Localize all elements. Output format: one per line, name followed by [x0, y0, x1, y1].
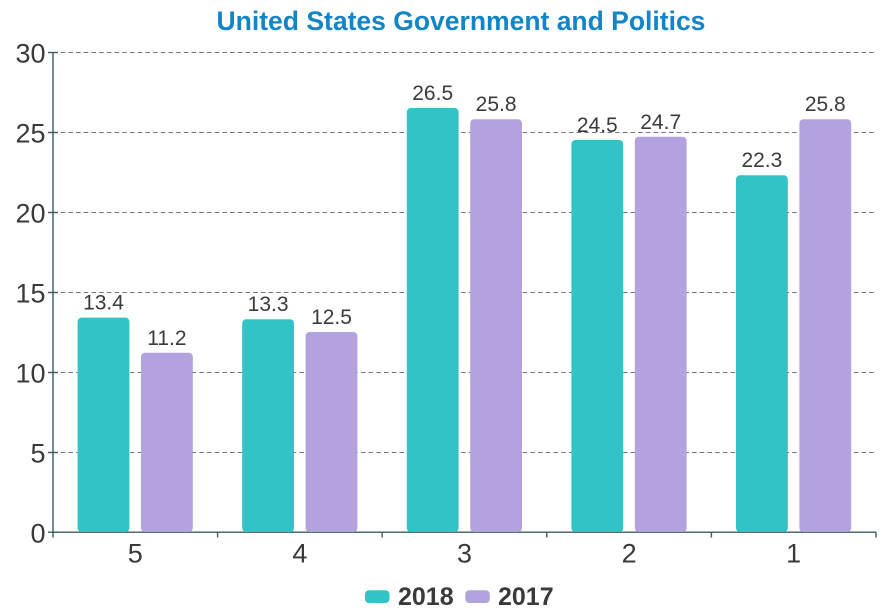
- svg-text:United States Government and P: United States Government and Politics: [217, 6, 706, 36]
- svg-text:1: 1: [786, 539, 801, 569]
- svg-text:13.3: 13.3: [248, 293, 289, 316]
- svg-text:24.7: 24.7: [640, 111, 681, 134]
- svg-text:5: 5: [30, 438, 45, 468]
- svg-text:4: 4: [292, 539, 307, 569]
- svg-text:30: 30: [15, 38, 45, 68]
- svg-text:25: 25: [15, 118, 45, 148]
- svg-text:10: 10: [15, 358, 45, 388]
- svg-text:25.8: 25.8: [476, 93, 517, 116]
- svg-text:12.5: 12.5: [311, 306, 352, 329]
- svg-text:11.2: 11.2: [147, 327, 186, 350]
- svg-text:2: 2: [622, 539, 637, 569]
- svg-text:2018: 2018: [398, 583, 454, 611]
- svg-text:0: 0: [30, 519, 45, 549]
- svg-text:26.5: 26.5: [412, 82, 453, 105]
- svg-text:2017: 2017: [498, 583, 554, 611]
- svg-text:25.8: 25.8: [805, 93, 846, 116]
- svg-text:20: 20: [15, 198, 45, 228]
- svg-text:15: 15: [15, 278, 45, 308]
- svg-text:24.5: 24.5: [577, 114, 618, 137]
- svg-text:22.3: 22.3: [741, 149, 782, 172]
- svg-text:3: 3: [457, 539, 472, 569]
- svg-text:5: 5: [128, 539, 143, 569]
- svg-text:13.4: 13.4: [83, 292, 124, 315]
